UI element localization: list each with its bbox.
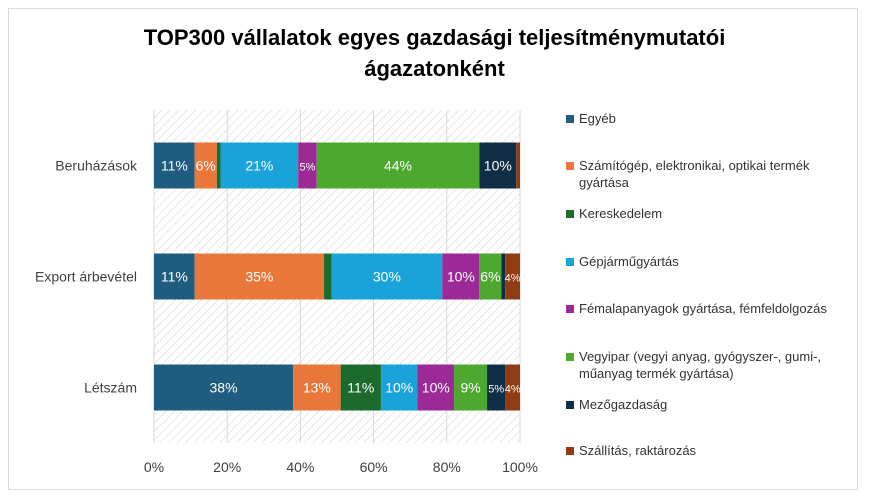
legend-label: Gépjárműgyártás (579, 254, 679, 269)
legend-item: Kereskedelem (566, 205, 849, 222)
data-label: 44% (384, 158, 412, 174)
data-label: 5% (488, 384, 504, 396)
bar-segment (505, 364, 520, 411)
category-label: Export árbevétel (35, 269, 137, 285)
bar-segment (194, 253, 325, 300)
bar-segment (316, 142, 480, 189)
data-label: 10% (422, 380, 450, 396)
legend-item: Fémalapanyagok gyártása, fémfeldolgozás (566, 300, 849, 317)
legend-swatch (566, 447, 574, 455)
bar-segment (417, 364, 455, 411)
bar-segment (331, 253, 443, 300)
bar-segment (154, 364, 294, 411)
data-label: 5% (299, 162, 315, 174)
bar-segment (324, 253, 332, 300)
x-tick-label: 100% (502, 459, 538, 475)
bar-segment (442, 253, 480, 300)
legend-item: Egyéb (566, 110, 849, 127)
bar-segment (340, 364, 381, 411)
legend-swatch (566, 401, 574, 409)
data-label: 4% (505, 273, 521, 285)
x-tick-label: 40% (286, 459, 314, 475)
bar-segment (220, 142, 299, 189)
legend-item: Mezőgazdaság (566, 396, 849, 413)
chart-title-line-2: ágazatonként (364, 56, 505, 81)
data-label: 6% (196, 158, 216, 174)
data-label: 35% (245, 269, 273, 285)
bar-segment (505, 253, 520, 300)
legend-item: Gépjárműgyártás (566, 253, 849, 270)
legend-label: Vegyipar (vegyi anyag, gyógyszer-, gumi-… (579, 349, 822, 381)
bar-segment (216, 142, 221, 189)
bar-segment (516, 142, 520, 189)
data-label: 10% (484, 158, 512, 174)
data-label: 11% (161, 158, 188, 174)
legend-label: Kereskedelem (579, 206, 663, 221)
legend-swatch (566, 353, 574, 361)
legend-swatch (566, 210, 574, 218)
data-label: 38% (210, 380, 238, 396)
data-label: 13% (303, 380, 331, 396)
x-tick-label: 60% (360, 459, 388, 475)
data-label: 9% (460, 380, 480, 396)
legend-item: Számítógép, elektronikai, optikai termék… (566, 157, 849, 191)
legend-item: Szállítás, raktározás (566, 442, 849, 459)
x-tick-label: 0% (144, 459, 164, 475)
category-label: Beruházások (55, 158, 138, 174)
legend-swatch (566, 305, 574, 313)
legend-swatch (566, 115, 574, 123)
legend-label: Mezőgazdaság (579, 397, 668, 412)
chart-title: TOP300 vállalatok egyes gazdasági teljes… (0, 22, 869, 84)
legend-item: Vegyipar (vegyi anyag, gyógyszer-, gumi-… (566, 348, 849, 382)
legend-label: Fémalapanyagok gyártása, fémfeldolgozás (579, 301, 827, 316)
bar-segment (454, 364, 488, 411)
bar-segment (479, 142, 517, 189)
bar-segment (380, 364, 418, 411)
legend-label: Számítógép, elektronikai, optikai termék… (579, 158, 810, 190)
data-label: 6% (480, 269, 500, 285)
bar-segment (293, 364, 341, 411)
data-label: 30% (373, 269, 401, 285)
legend-swatch (566, 258, 574, 266)
bar-segment (154, 142, 195, 189)
legend-label: Szállítás, raktározás (579, 443, 697, 458)
data-label: 21% (245, 158, 273, 174)
category-label: Létszám (84, 380, 137, 396)
data-label: 11% (347, 380, 374, 396)
bar-segment (298, 142, 317, 189)
bar-segment (194, 142, 217, 189)
bar-segment (501, 253, 506, 300)
x-tick-label: 20% (213, 459, 241, 475)
legend-swatch (566, 162, 574, 170)
legend-label: Egyéb (579, 111, 616, 126)
chart-title-line-1: TOP300 vállalatok egyes gazdasági teljes… (143, 25, 726, 50)
bar-segment (487, 364, 506, 411)
data-label: 10% (447, 269, 475, 285)
data-label: 11% (161, 269, 188, 285)
data-label: 10% (385, 380, 413, 396)
bar-segment (479, 253, 502, 300)
bar-segment (154, 253, 195, 300)
data-label: 4% (505, 384, 521, 396)
x-tick-label: 80% (433, 459, 461, 475)
